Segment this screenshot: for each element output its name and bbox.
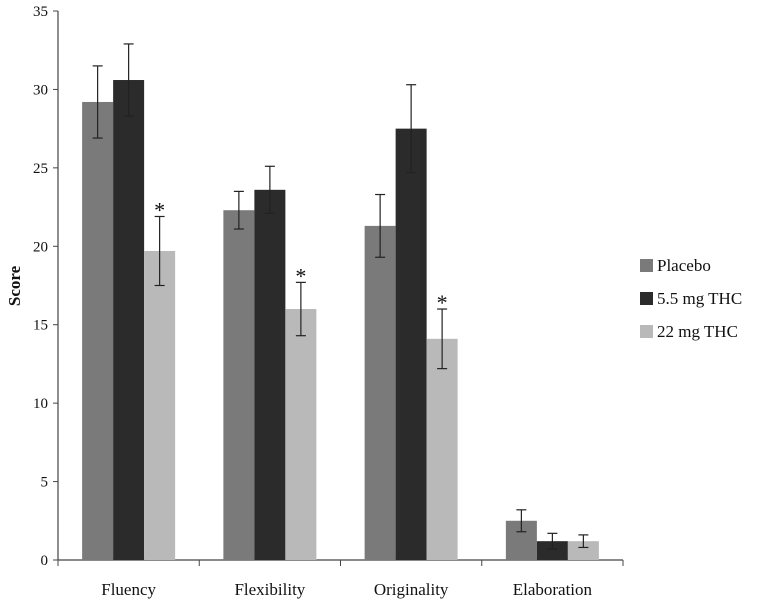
error-bar-flexibility-22-mg-thc bbox=[295, 281, 306, 337]
legend-swatch bbox=[640, 292, 653, 305]
legend-item-5-5-mg-thc: 5.5 mg THC bbox=[640, 289, 742, 308]
bar-originality-5-5-mg-thc bbox=[395, 128, 427, 560]
bar-fluency-22-mg-thc bbox=[144, 250, 176, 560]
error-bar-originality-22-mg-thc bbox=[437, 308, 448, 370]
error-bar-elaboration-22-mg-thc bbox=[578, 534, 589, 549]
legend-item-placebo: Placebo bbox=[640, 256, 711, 275]
legend-label: Placebo bbox=[657, 256, 711, 275]
significance-asterisk: * bbox=[295, 263, 306, 288]
tick-labels: 0 5 10 15 20 25 30 35 bbox=[33, 4, 48, 569]
bar-flexibility-placebo bbox=[223, 210, 255, 561]
y-tick-label: 0 bbox=[41, 553, 49, 569]
legend-label: 5.5 mg THC bbox=[657, 289, 742, 308]
significance-marks: * * * bbox=[154, 197, 448, 315]
error-bar-fluency-22-mg-thc bbox=[154, 215, 165, 287]
error-bars bbox=[92, 43, 589, 550]
legend-label: 22 mg THC bbox=[657, 322, 738, 341]
category-label-originality: Originality bbox=[374, 580, 449, 599]
bar-flexibility-22-mg-thc bbox=[285, 309, 317, 560]
y-tick-label: 15 bbox=[33, 318, 48, 334]
y-tick-label: 30 bbox=[33, 82, 48, 98]
error-bar-originality-5-5-mg-thc bbox=[406, 84, 417, 174]
bar-elaboration-22-mg-thc bbox=[567, 541, 599, 560]
error-bar-fluency-placebo bbox=[92, 65, 103, 139]
error-bar-elaboration-placebo bbox=[516, 509, 527, 533]
significance-asterisk: * bbox=[154, 197, 165, 222]
y-tick-label: 20 bbox=[33, 239, 48, 255]
category-label-flexibility: Flexibility bbox=[234, 580, 305, 599]
legend-swatch bbox=[640, 325, 653, 338]
error-bar-flexibility-placebo bbox=[233, 190, 244, 230]
error-bar-flexibility-5-5-mg-thc bbox=[264, 165, 275, 214]
bar-originality-placebo bbox=[364, 225, 396, 560]
y-tick-label: 35 bbox=[33, 4, 48, 20]
category-labels: Fluency Flexibility Originality Elaboration bbox=[101, 580, 592, 599]
bar-originality-22-mg-thc bbox=[426, 338, 458, 560]
bar-flexibility-5-5-mg-thc bbox=[254, 189, 286, 560]
legend-swatch bbox=[640, 259, 653, 272]
y-tick-label: 5 bbox=[41, 475, 49, 491]
legend: Placebo 5.5 mg THC 22 mg THC bbox=[640, 256, 742, 341]
category-label-elaboration: Elaboration bbox=[513, 580, 593, 599]
bar-fluency-placebo bbox=[82, 101, 114, 560]
category-label-fluency: Fluency bbox=[101, 580, 156, 599]
bar-fluency-5-5-mg-thc bbox=[113, 80, 145, 560]
y-tick-label: 10 bbox=[33, 396, 48, 412]
bars bbox=[82, 80, 599, 561]
error-bar-fluency-5-5-mg-thc bbox=[123, 43, 134, 117]
error-bar-originality-placebo bbox=[375, 193, 386, 258]
legend-item-22-mg-thc: 22 mg THC bbox=[640, 322, 738, 341]
y-tick-label: 25 bbox=[33, 161, 48, 177]
error-bar-elaboration-5-5-mg-thc bbox=[547, 532, 558, 550]
significance-asterisk: * bbox=[437, 290, 448, 315]
y-axis-title: Score bbox=[5, 265, 24, 306]
bar-elaboration-5-5-mg-thc bbox=[536, 541, 568, 560]
